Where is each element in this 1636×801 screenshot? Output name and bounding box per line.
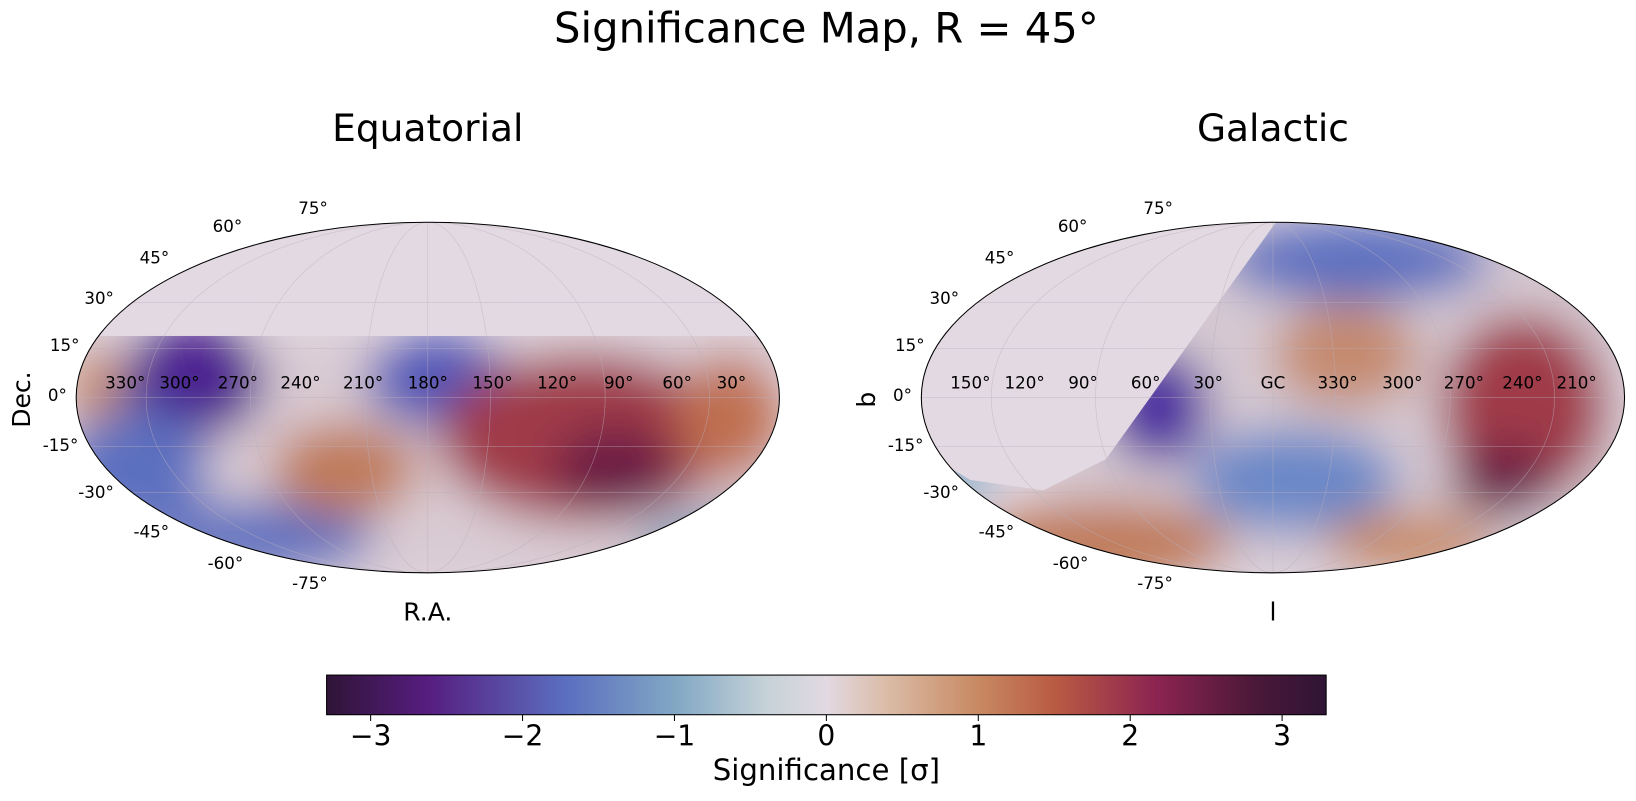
map-image [76,222,780,573]
lon-label: 330° [105,373,145,392]
lat-label: 15° [895,336,925,355]
lat-label: 30° [84,289,114,308]
lat-label: -30° [78,483,114,502]
lon-label: GC [1261,373,1286,392]
lon-label: 240° [280,373,320,392]
lon-label: 90° [1068,373,1098,392]
x-axis-label: l [1269,598,1276,627]
colorbar-tick-label: 3 [1273,720,1291,753]
colorbar-tick-label: −1 [654,720,696,753]
lon-label: 60° [662,373,692,392]
lat-label: -75° [1137,574,1173,593]
lon-label: 180° [408,373,448,392]
x-axis-label: R.A. [403,598,452,627]
lat-label: 45° [140,248,170,267]
lat-label: 75° [1143,199,1173,218]
lat-label: -15° [43,436,79,455]
lat-label: 15° [50,336,80,355]
lat-label: -60° [1053,554,1089,573]
lon-label: 210° [1556,373,1596,392]
lon-label: 330° [1318,373,1358,392]
map-frame [920,221,1626,574]
lat-label: 60° [213,217,243,236]
colorbar-label: Significance [σ] [713,753,940,787]
colorbar-tick-label: 1 [969,720,987,753]
lat-label: -45° [979,523,1015,542]
lat-label: 75° [298,199,328,218]
lat-label: 0° [48,386,67,405]
lat-label: -15° [888,436,924,455]
lon-label: 30° [1193,373,1223,392]
lon-label: 90° [604,373,634,392]
lat-label: -60° [208,554,244,573]
lon-label: 60° [1131,373,1161,392]
lat-label: 45° [985,248,1015,267]
colorbar-tick-label: 2 [1121,720,1139,753]
colorbar-tick-label: −2 [502,720,544,753]
lat-label: -30° [923,483,959,502]
lon-label: 150° [472,373,512,392]
lat-label: -45° [133,523,169,542]
lon-label: 210° [343,373,383,392]
lon-label: 150° [950,373,990,392]
map-image [921,222,1625,573]
lon-label: 270° [1444,373,1484,392]
lon-label: 300° [1382,373,1422,392]
panel-title: Galactic [1197,106,1349,150]
lat-label: 30° [929,289,959,308]
colorbar [326,674,1327,716]
lat-label: -75° [292,574,328,593]
lat-label: 60° [1058,217,1088,236]
figure-title: Significance Map, R = 45° [554,3,1099,52]
lon-label: 30° [717,373,747,392]
lon-label: 120° [537,373,577,392]
map-frame [75,221,780,574]
lon-label: 270° [218,373,258,392]
lon-label: 300° [159,373,199,392]
lon-label: 120° [1005,373,1045,392]
colorbar-tick-label: −3 [350,720,392,753]
y-axis-label: b [852,392,881,408]
y-axis-label: Dec. [7,371,36,427]
panel-title: Equatorial [332,106,523,150]
lat-label: 0° [893,386,912,405]
colorbar-tick-label: 0 [817,720,835,753]
lon-label: 240° [1502,373,1542,392]
figure-content: Significance Map, R = 45° [7,3,1626,787]
